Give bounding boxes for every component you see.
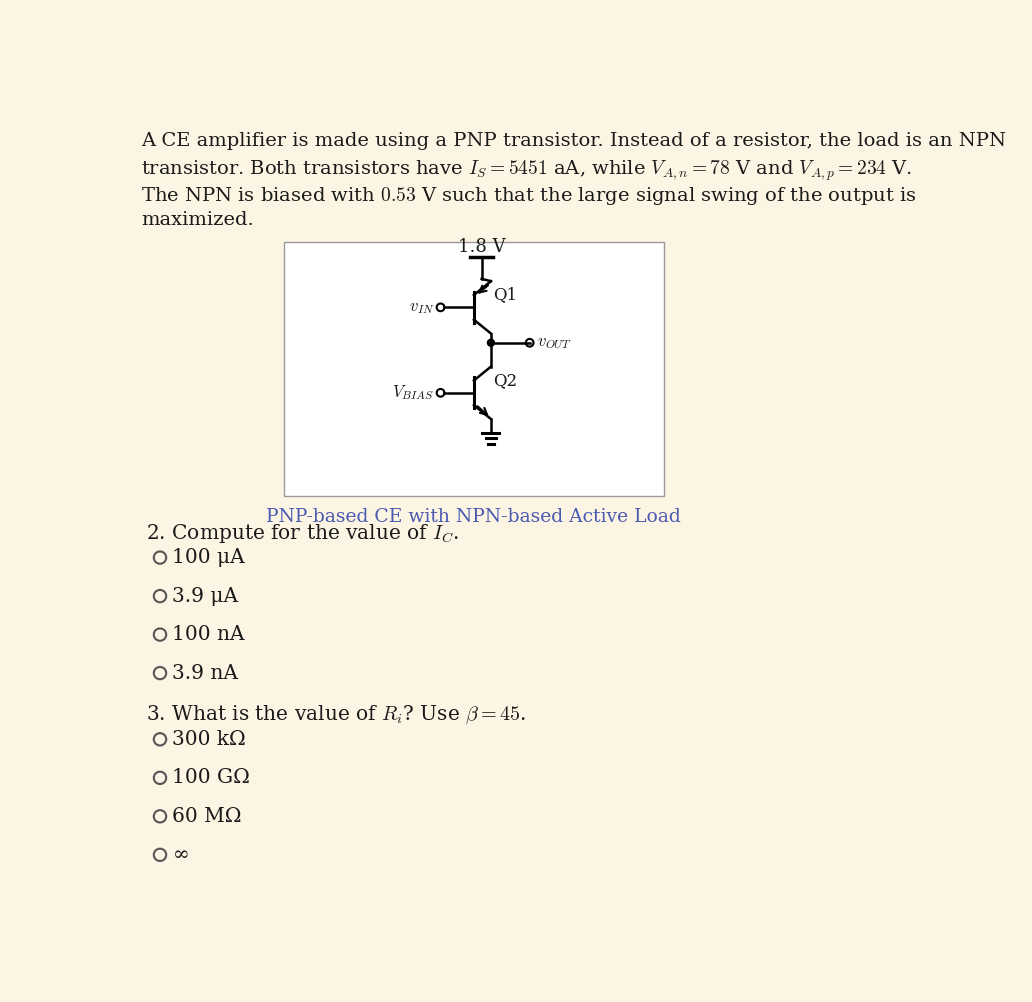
Text: Q2: Q2: [493, 372, 517, 389]
Text: The NPN is biased with $0.53$ V such that the large signal swing of the output i: The NPN is biased with $0.53$ V such tha…: [141, 185, 916, 207]
Text: 100 μA: 100 μA: [172, 548, 246, 567]
Bar: [284, 241, 664, 496]
Text: 300 kΩ: 300 kΩ: [172, 729, 247, 748]
Circle shape: [487, 340, 494, 347]
Text: ∞: ∞: [172, 846, 189, 865]
Text: Q1: Q1: [493, 287, 517, 304]
Text: 2. Compute for the value of $I_C$.: 2. Compute for the value of $I_C$.: [147, 522, 459, 545]
Text: A CE amplifier is made using a PNP transistor. Instead of a resistor, the load i: A CE amplifier is made using a PNP trans…: [141, 132, 1006, 149]
Text: $v_{OUT}$: $v_{OUT}$: [537, 335, 572, 352]
Text: PNP-based CE with NPN-based Active Load: PNP-based CE with NPN-based Active Load: [266, 508, 681, 526]
Text: maximized.: maximized.: [141, 211, 254, 229]
Text: 3. What is the value of $R_i$? Use $\beta = 45$.: 3. What is the value of $R_i$? Use $\bet…: [147, 703, 526, 726]
Text: 60 MΩ: 60 MΩ: [172, 807, 241, 826]
Text: $V_{BIAS}$: $V_{BIAS}$: [392, 384, 434, 402]
Text: 3.9 nA: 3.9 nA: [172, 663, 238, 682]
Text: 3.9 μA: 3.9 μA: [172, 586, 238, 605]
Text: $v_{IN}$: $v_{IN}$: [409, 299, 434, 316]
Text: transistor. Both transistors have $I_S = 5451$ aA, while $V_{A,n} = 78$ V and $V: transistor. Both transistors have $I_S =…: [141, 158, 912, 183]
Text: 100 GΩ: 100 GΩ: [172, 769, 251, 788]
Text: 100 nA: 100 nA: [172, 625, 245, 644]
Text: 1.8 V: 1.8 V: [458, 237, 506, 256]
